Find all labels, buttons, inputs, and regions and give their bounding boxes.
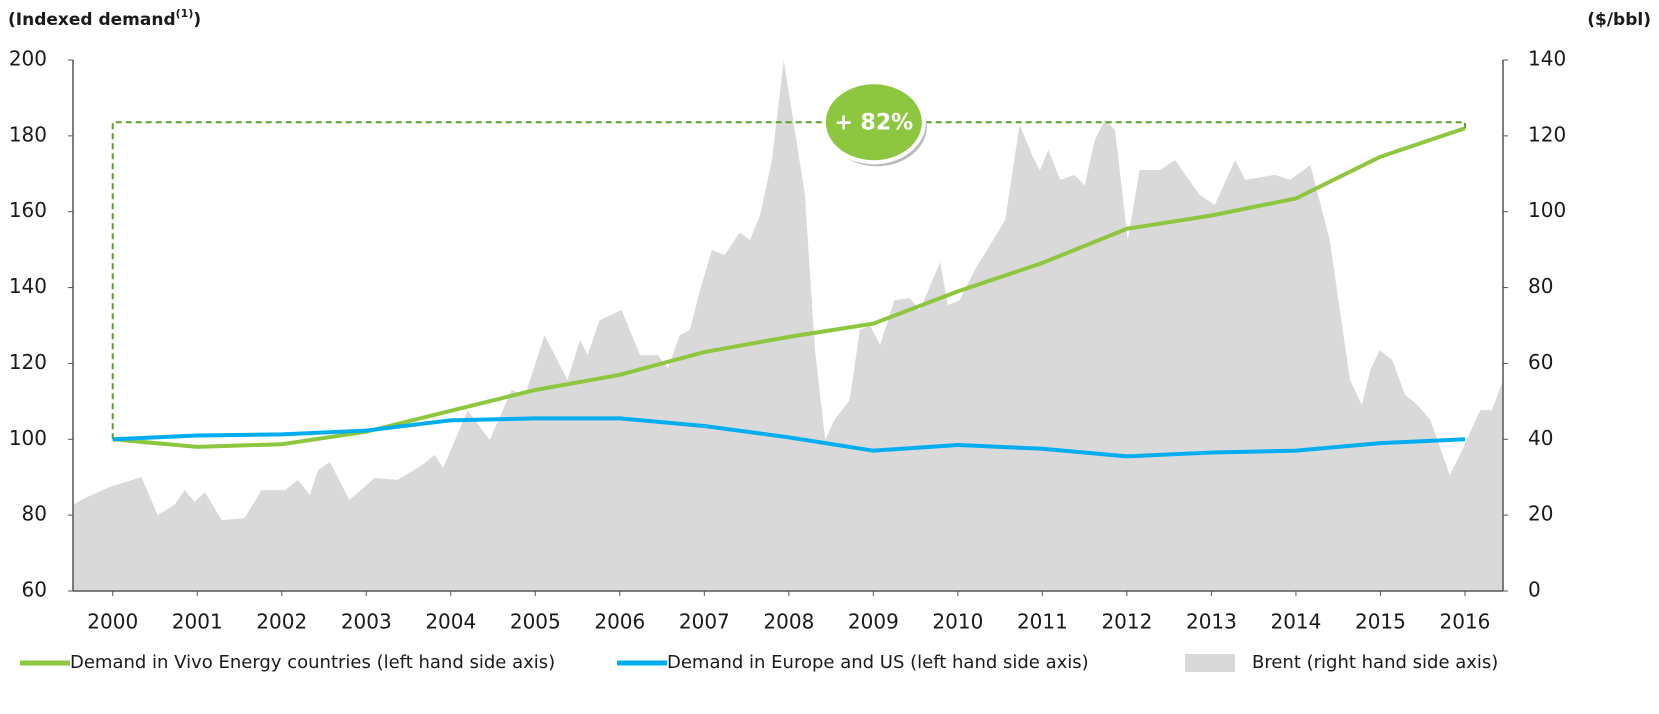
annotation-bubble	[821, 80, 926, 165]
y-axis-label: (Indexed demand(1))	[8, 7, 201, 30]
demand-line	[112, 416, 1466, 459]
y2-tick-label: 120	[1528, 122, 1566, 146]
legend-label: Demand in Europe and US (left hand side …	[667, 652, 1089, 673]
y2-axis-label: ($/bbl)	[1587, 10, 1651, 30]
x-tick-label: 2004	[425, 610, 476, 634]
y-tick-label: 140	[9, 274, 47, 298]
y2-tick-label: 100	[1528, 198, 1566, 222]
legend-swatch	[1185, 654, 1235, 672]
demand-line	[112, 126, 1466, 449]
y2-tick-label: 40	[1528, 426, 1553, 450]
y-tick-label: 180	[9, 122, 47, 146]
y2-tick-label: 80	[1528, 274, 1553, 298]
y2-tick-label: 60	[1528, 350, 1553, 374]
y-tick-label: 60	[22, 578, 47, 602]
x-tick-label: 2001	[172, 610, 223, 634]
x-tick-label: 2009	[848, 610, 899, 634]
x-tick-label: 2007	[679, 610, 730, 634]
x-tick-label: 2008	[763, 610, 814, 634]
x-tick-label: 2011	[1017, 610, 1068, 634]
x-tick-label: 2010	[932, 610, 983, 634]
y2-tick-label: 140	[1528, 47, 1566, 71]
legend-label: Demand in Vivo Energy countries (left ha…	[70, 652, 555, 673]
y2-tick-label: 20	[1528, 502, 1553, 526]
x-tick-label: 2015	[1355, 610, 1406, 634]
x-tick-label: 2003	[341, 610, 392, 634]
y-tick-label: 200	[9, 47, 47, 71]
growth-bracket	[111, 121, 1466, 440]
legend-label: Brent (right hand side axis)	[1252, 652, 1498, 673]
annotation-text: + 82%	[834, 110, 913, 135]
x-tick-label: 2014	[1270, 610, 1321, 634]
x-tick-label: 2006	[594, 610, 645, 634]
y2-tick-label: 0	[1528, 578, 1541, 602]
x-tick-label: 2013	[1186, 610, 1237, 634]
x-tick-label: 2000	[87, 610, 138, 634]
x-tick-label: 2016	[1440, 610, 1491, 634]
x-tick-label: 2012	[1101, 610, 1152, 634]
y-tick-label: 80	[22, 502, 47, 526]
x-tick-label: 2002	[256, 610, 307, 634]
y-tick-label: 100	[9, 426, 47, 450]
y-tick-label: 160	[9, 198, 47, 222]
x-tick-label: 2005	[510, 610, 561, 634]
y-tick-label: 120	[9, 350, 47, 374]
brent-area	[73, 60, 1503, 591]
